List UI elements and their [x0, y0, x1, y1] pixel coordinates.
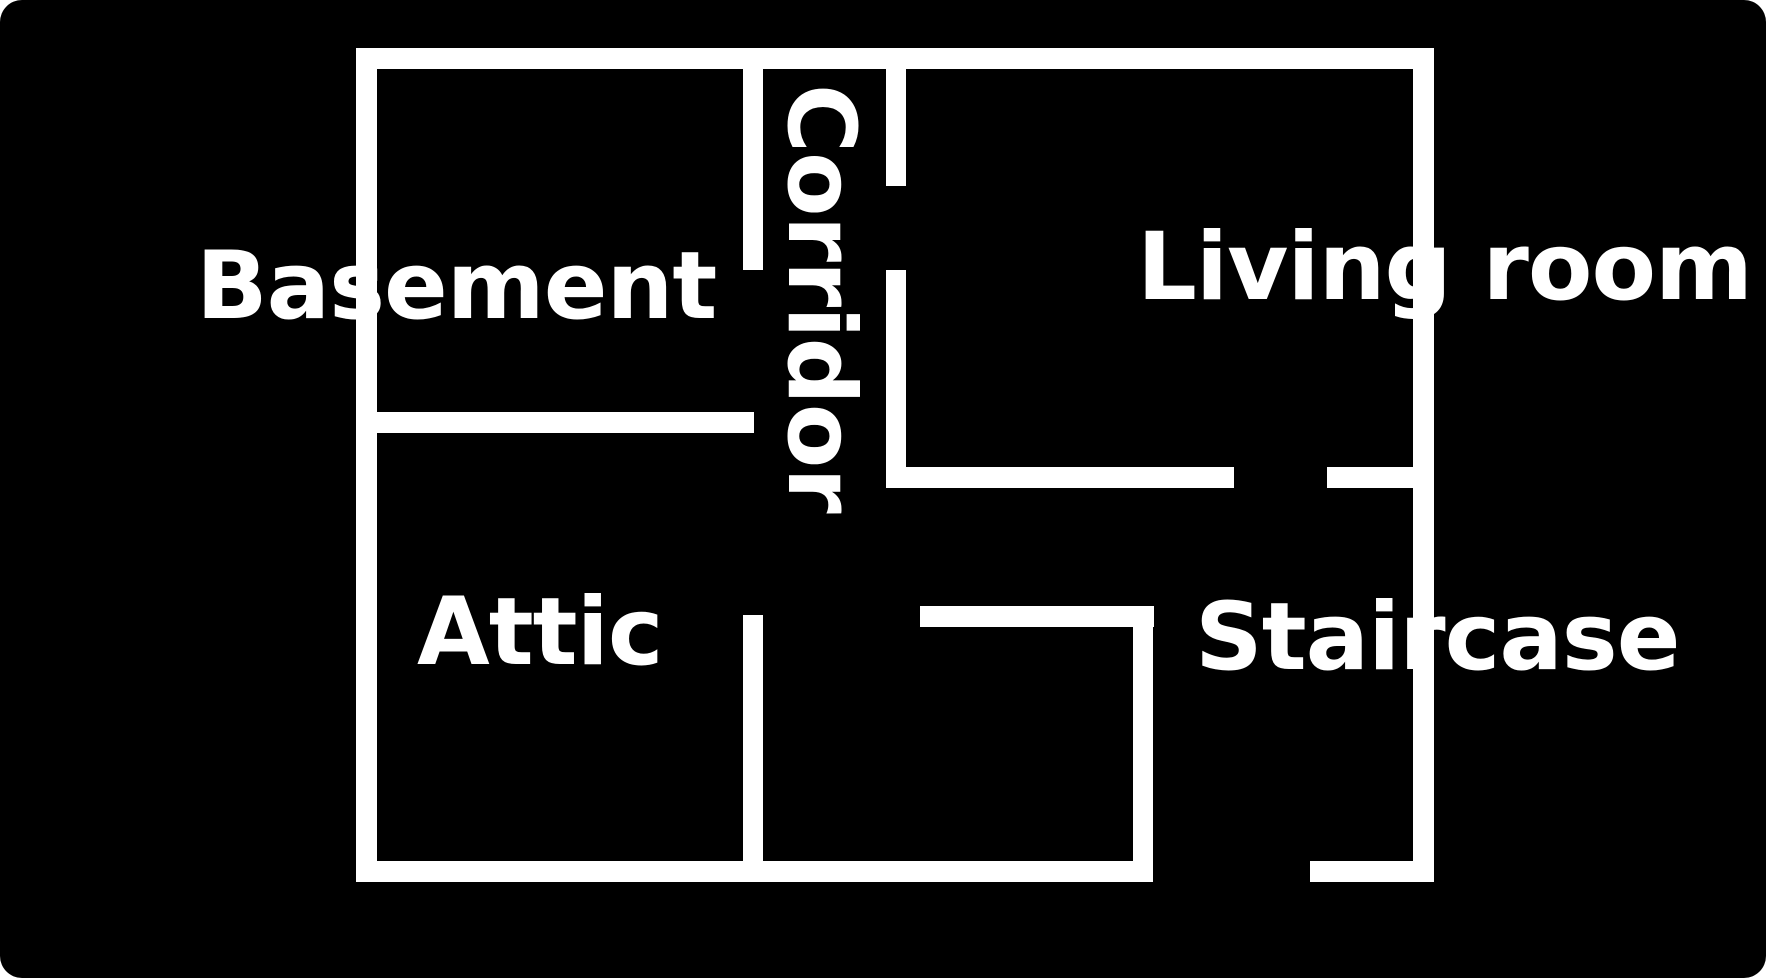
wall-living-room-bottom-left: [886, 467, 1234, 488]
wall-living-room-bottom-right: [1327, 467, 1434, 488]
wall-corridor-left-upper: [743, 48, 763, 270]
outer-wall-bottom-right: [1310, 861, 1434, 882]
room-label-corridor: Corridor: [766, 84, 875, 513]
room-label-living-room: Living room: [1137, 213, 1753, 322]
wall-closet-top: [920, 606, 1154, 627]
wall-closet-right: [1133, 606, 1153, 882]
room-label-staircase: Staircase: [1195, 583, 1680, 692]
room-label-attic: Attic: [417, 578, 664, 687]
wall-corridor-right-lower: [886, 270, 906, 488]
room-label-basement: Basement: [196, 232, 717, 341]
outer-wall-right: [1413, 48, 1434, 882]
outer-wall-left: [356, 48, 377, 882]
wall-basement-attic-divider: [356, 412, 754, 433]
wall-corridor-left-lower: [743, 615, 763, 882]
wall-corridor-right-upper: [886, 48, 906, 186]
